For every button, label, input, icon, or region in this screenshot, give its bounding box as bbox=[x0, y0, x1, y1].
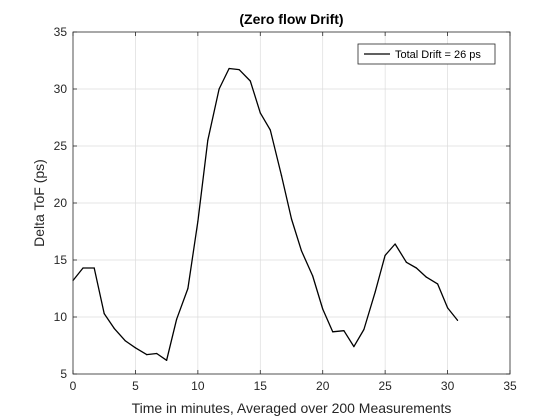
data-point bbox=[207, 139, 209, 141]
y-tick-label: 25 bbox=[54, 139, 68, 153]
data-point bbox=[394, 243, 396, 245]
data-point bbox=[384, 254, 386, 257]
x-tick-label: 0 bbox=[70, 379, 77, 393]
series-line bbox=[72, 67, 459, 361]
data-point bbox=[218, 88, 220, 90]
data-point bbox=[446, 307, 449, 309]
data-point bbox=[425, 276, 427, 278]
x-tick-label: 30 bbox=[441, 379, 455, 393]
y-tick-label: 10 bbox=[54, 310, 68, 324]
chart-title: (Zero flow Drift) bbox=[239, 11, 343, 27]
x-axis-label: Time in minutes, Averaged over 200 Measu… bbox=[132, 400, 452, 416]
data-point bbox=[238, 69, 240, 71]
data-point bbox=[343, 330, 345, 332]
data-point bbox=[290, 218, 293, 220]
y-tick-label: 15 bbox=[54, 253, 68, 267]
data-point bbox=[405, 261, 407, 263]
data-point bbox=[332, 331, 334, 333]
data-point bbox=[436, 283, 439, 285]
y-tick-label: 5 bbox=[60, 367, 67, 381]
data-point bbox=[353, 346, 355, 348]
x-tick-label: 10 bbox=[191, 379, 205, 393]
x-tick-label: 35 bbox=[503, 379, 517, 393]
data-point bbox=[103, 312, 105, 315]
data-point bbox=[187, 287, 189, 290]
data-point bbox=[415, 267, 417, 269]
legend-box bbox=[357, 43, 496, 65]
data-point bbox=[146, 354, 148, 356]
data-point bbox=[249, 80, 251, 82]
data-point bbox=[113, 327, 115, 329]
data-point bbox=[197, 220, 199, 222]
data-point bbox=[166, 359, 168, 361]
x-tick-label: 15 bbox=[254, 379, 268, 393]
series-layer bbox=[72, 67, 459, 361]
data-point bbox=[363, 328, 365, 331]
data-point bbox=[269, 129, 271, 131]
x-tick-label: 20 bbox=[316, 379, 330, 393]
data-point bbox=[124, 340, 127, 342]
data-point bbox=[228, 67, 230, 70]
data-point bbox=[156, 352, 158, 355]
data-point bbox=[82, 267, 84, 269]
data-point bbox=[93, 267, 95, 269]
data-point bbox=[312, 275, 314, 277]
y-tick-label: 30 bbox=[54, 82, 68, 96]
y-tick-label: 35 bbox=[54, 25, 68, 39]
data-point bbox=[280, 175, 283, 177]
x-tick-label: 5 bbox=[132, 379, 139, 393]
legend-label: Total Drift = 26 ps bbox=[395, 49, 481, 61]
grid-lines bbox=[73, 32, 510, 374]
x-tick-label: 25 bbox=[378, 379, 392, 393]
y-axis-label: Delta ToF (ps) bbox=[31, 159, 47, 247]
data-point bbox=[456, 319, 459, 322]
data-point bbox=[134, 347, 137, 349]
data-point bbox=[176, 318, 178, 320]
y-tick-label: 20 bbox=[54, 196, 68, 210]
legend: Total Drift = 26 ps bbox=[357, 43, 496, 65]
data-point bbox=[374, 291, 376, 293]
data-point bbox=[322, 308, 324, 310]
data-point bbox=[259, 112, 261, 114]
data-point bbox=[300, 250, 303, 252]
